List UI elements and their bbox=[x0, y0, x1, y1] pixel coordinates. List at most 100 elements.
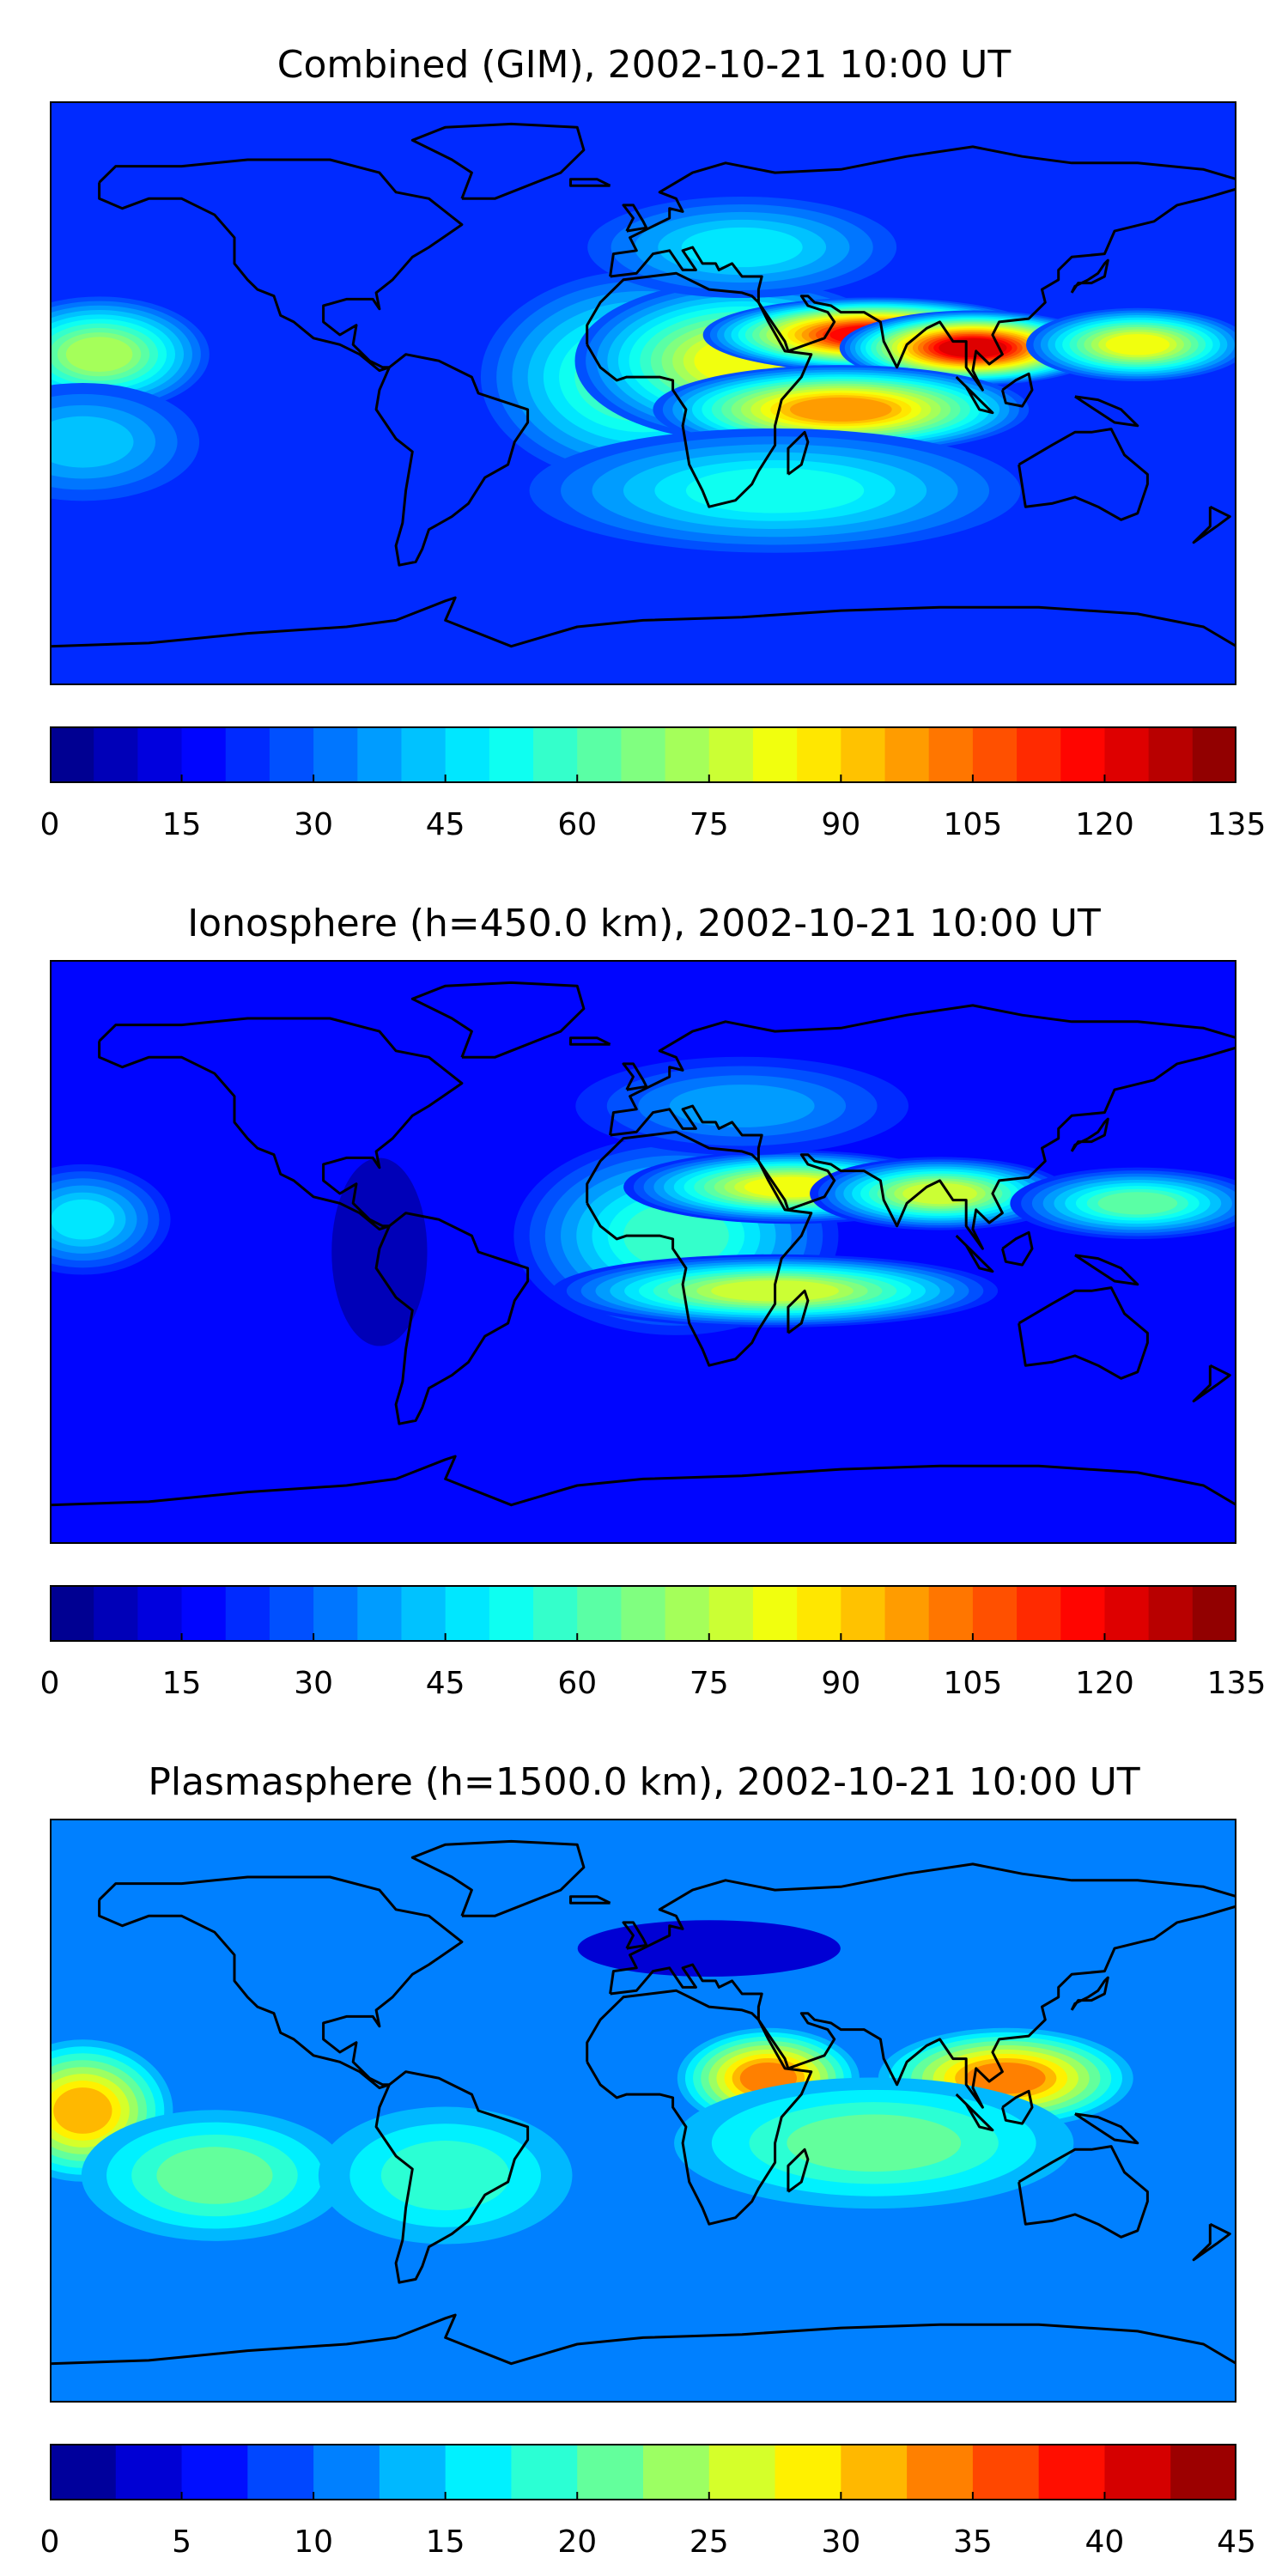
colorbar-segment bbox=[1148, 726, 1194, 783]
colorbar-plasmasphere bbox=[50, 2444, 1236, 2500]
map-border bbox=[50, 960, 1236, 1544]
coastline bbox=[1074, 2112, 1139, 2145]
colorbar-segment bbox=[313, 1585, 358, 1642]
map-border bbox=[50, 101, 1236, 685]
colorbar-tick-label: 0 bbox=[39, 807, 60, 842]
colorbar-segment bbox=[269, 1585, 314, 1642]
colorbar-tick-label: 35 bbox=[952, 2524, 993, 2560]
colorbar-segment bbox=[797, 1585, 841, 1642]
contour-level bbox=[669, 1084, 815, 1127]
colorbar-border bbox=[50, 726, 1236, 783]
colorbar-tick-label: 15 bbox=[161, 1666, 202, 1701]
colorbar-segment bbox=[708, 1585, 754, 1642]
colorbar-segment bbox=[841, 726, 886, 783]
colorbar-tick-label: 120 bbox=[1075, 1666, 1134, 1701]
colorbar-segment bbox=[94, 726, 138, 783]
colorbar-tick-label: 105 bbox=[943, 1666, 1003, 1701]
colorbar-segment bbox=[1104, 1585, 1150, 1642]
coastline bbox=[586, 1130, 813, 1367]
colorbar-segment bbox=[841, 1585, 886, 1642]
colorbar-segment bbox=[94, 1585, 138, 1642]
colorbar-segment bbox=[577, 2444, 644, 2500]
colorbar-combined bbox=[50, 726, 1236, 783]
colorbar-tick-label: 45 bbox=[425, 1666, 465, 1701]
panel-title-ionosphere: Ionosphere (h=450.0 km), 2002-10-21 10:0… bbox=[187, 902, 1101, 945]
colorbar-segment bbox=[621, 726, 666, 783]
coastline bbox=[622, 1062, 648, 1091]
field-blob bbox=[674, 2077, 1074, 2209]
coastline bbox=[98, 1875, 464, 2090]
colorbar-segment bbox=[708, 726, 754, 783]
colorbar-segment bbox=[225, 726, 270, 783]
colorbar-segment bbox=[247, 2444, 314, 2500]
colorbar-segment bbox=[577, 1585, 623, 1642]
coastline bbox=[609, 145, 1236, 392]
colorbar-segment bbox=[379, 2444, 447, 2500]
coastline bbox=[50, 1455, 1236, 1507]
colorbar-segment bbox=[1192, 1585, 1236, 1642]
colorbar-tick-label: 15 bbox=[161, 807, 202, 842]
contour-level bbox=[623, 1203, 729, 1268]
colorbar-segment bbox=[357, 726, 403, 783]
colorbar-segment bbox=[401, 726, 447, 783]
contour-level bbox=[156, 2147, 273, 2204]
colorbar-segment bbox=[972, 2444, 1040, 2500]
colorbar-tick-label: 75 bbox=[689, 807, 729, 842]
coastline bbox=[1000, 372, 1034, 408]
colorbar-segment bbox=[489, 726, 534, 783]
colorbar-tick-label: 120 bbox=[1075, 807, 1134, 842]
colorbar-segment bbox=[313, 726, 358, 783]
colorbar-tick-label: 90 bbox=[821, 1666, 861, 1701]
colorbar-tick-label: 0 bbox=[39, 1666, 60, 1701]
field-blob bbox=[839, 310, 1107, 386]
colorbar-segment bbox=[181, 726, 227, 783]
contour-level bbox=[939, 337, 1007, 358]
colorbar-segment bbox=[972, 726, 1018, 783]
coastline bbox=[1070, 258, 1109, 294]
colorbar-tick-label: 0 bbox=[39, 2524, 60, 2560]
colorbar-segment bbox=[269, 726, 314, 783]
coastline bbox=[1192, 2222, 1231, 2262]
colorbar-segment bbox=[313, 2444, 380, 2500]
colorbar-tick-label: 20 bbox=[557, 2524, 598, 2560]
coastline bbox=[787, 1289, 810, 1334]
colorbar-tick-label: 45 bbox=[425, 807, 465, 842]
colorbar-segment bbox=[884, 1585, 930, 1642]
colorbar-segment bbox=[1060, 1585, 1106, 1642]
coastline bbox=[374, 2070, 530, 2284]
colorbar-segment bbox=[1148, 1585, 1194, 1642]
colorbar-segment bbox=[1038, 2444, 1106, 2500]
colorbar-segment bbox=[115, 2444, 183, 2500]
map-svg bbox=[50, 1819, 1236, 2403]
colorbar-segment bbox=[1104, 2444, 1171, 2500]
map-plasmasphere bbox=[50, 1819, 1236, 2403]
colorbar-segment bbox=[907, 2444, 974, 2500]
map-ionosphere bbox=[50, 960, 1236, 1544]
coastline bbox=[787, 430, 810, 476]
contour-level bbox=[965, 2062, 1046, 2094]
colorbar-segment bbox=[1192, 726, 1236, 783]
coastline bbox=[1018, 428, 1149, 521]
contour-level bbox=[789, 397, 892, 422]
colorbar-segment bbox=[841, 2444, 908, 2500]
panel-title-plasmasphere: Plasmasphere (h=1500.0 km), 2002-10-21 1… bbox=[148, 1760, 1140, 1804]
colorbar-segment bbox=[1104, 726, 1150, 783]
coastline bbox=[1000, 1230, 1034, 1267]
coastline bbox=[622, 1921, 648, 1950]
colorbar-segment bbox=[401, 1585, 447, 1642]
coastline bbox=[1018, 2145, 1149, 2239]
colorbar-segment bbox=[708, 2444, 776, 2500]
coastline bbox=[50, 2313, 1236, 2366]
field-blob bbox=[50, 383, 200, 501]
contour-level bbox=[577, 1920, 841, 1977]
colorbar-tick-label: 105 bbox=[943, 807, 1003, 842]
map-combined-gim bbox=[50, 101, 1236, 685]
colorbar-tick-label: 90 bbox=[821, 807, 861, 842]
contour-level bbox=[50, 416, 134, 468]
field-blob bbox=[577, 1920, 841, 1977]
colorbar-segment bbox=[797, 726, 841, 783]
contour-level bbox=[1097, 1192, 1178, 1215]
coastline bbox=[1074, 1254, 1139, 1286]
colorbar-ionosphere bbox=[50, 1585, 1236, 1642]
coastline bbox=[569, 1036, 611, 1046]
